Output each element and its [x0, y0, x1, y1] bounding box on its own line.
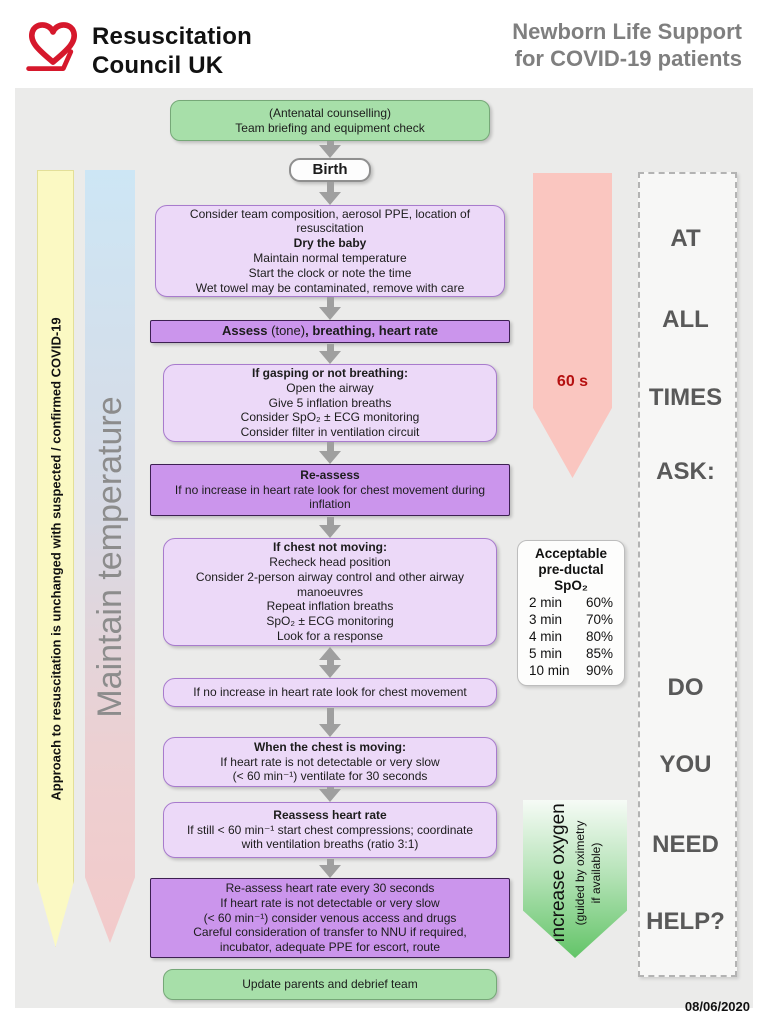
- chest-moving-box: When the chest is moving: If heart rate …: [163, 737, 497, 787]
- assess-seg-3: , breathing, heart rate: [305, 323, 439, 339]
- page-title: Newborn Life Support for COVID-19 patien…: [512, 18, 742, 72]
- connector-arrow: [319, 141, 341, 158]
- reassess-heart-rate-text: If still < 60 min⁻¹ start chest compress…: [186, 822, 474, 852]
- connector-arrow: [319, 708, 341, 737]
- connector-arrow: [319, 517, 341, 538]
- ask-word-times: TIMES: [648, 384, 723, 411]
- re-assess-title: Re-assess: [300, 467, 360, 482]
- connector-arrow-double: [319, 647, 341, 678]
- brand-line-2: Council UK: [92, 52, 224, 79]
- spo2-row: 4 min 80%: [526, 628, 616, 645]
- ask-word-do: DO: [667, 674, 704, 701]
- ask-word-you: YOU: [659, 751, 712, 778]
- spo2-title-line-3: SpO₂: [554, 578, 588, 593]
- ask-word-help: HELP?: [646, 908, 725, 935]
- title-line-1: Newborn Life Support: [512, 19, 742, 44]
- preparation-box: Consider team composition, aerosol PPE, …: [155, 205, 505, 297]
- chest-not-moving-box: If chest not moving: Recheck head positi…: [163, 538, 497, 646]
- ask-word-need: NEED: [652, 831, 719, 858]
- spo2-time: 4 min: [529, 629, 563, 644]
- update-parents-box: Update parents and debrief team: [163, 969, 497, 1000]
- spo2-time: 2 min: [529, 595, 563, 610]
- re-assess-box: Re-assess If no increase in heart rate l…: [150, 464, 510, 516]
- title-line-2: for COVID-19 patients: [514, 46, 742, 71]
- acceptable-preductal-spo2-panel: Acceptable pre-ductal SpO₂ 2 min 60% 3 m…: [517, 540, 625, 686]
- spo2-time: 10 min: [529, 663, 570, 678]
- spo2-time: 5 min: [529, 646, 563, 661]
- spo2-row: 5 min 85%: [526, 645, 616, 662]
- approach-unchanged-rail: Approach to resuscitation is unchanged w…: [37, 170, 74, 947]
- assess-seg-2: (tone): [271, 323, 306, 339]
- connector-arrow: [319, 182, 341, 205]
- birth-node: Birth: [289, 158, 371, 182]
- final-actions-box: Re-assess heart rate every 30 seconds If …: [150, 878, 510, 958]
- brand-line-1: Resuscitation: [92, 23, 252, 50]
- spo2-row: 2 min 60%: [526, 594, 616, 611]
- spo2-title-line-1: Acceptable: [534, 546, 608, 561]
- preparation-text: Consider team composition, aerosol PPE, …: [189, 206, 471, 295]
- assess-bar: Assess (tone), breathing, heart rate: [150, 320, 510, 343]
- assess-text: Assess (tone), breathing, heart rate: [221, 323, 439, 339]
- approach-unchanged-label: Approach to resuscitation is unchanged w…: [48, 316, 63, 801]
- antenatal-counselling-text: (Antenatal counselling) Team briefing and…: [235, 105, 425, 135]
- spo2-value: 80%: [585, 629, 613, 644]
- spo2-time: 3 min: [529, 612, 563, 627]
- no-increase-text: If no increase in heart rate look for ch…: [193, 685, 467, 700]
- chest-not-moving-text: Recheck head position Consider 2-person a…: [195, 555, 465, 643]
- at-all-times-ask-panel: [638, 172, 737, 977]
- reassess-heart-rate-title: Reassess heart rate: [273, 807, 387, 822]
- connector-arrow: [319, 442, 341, 464]
- sixty-seconds-arrow: 60 s: [533, 173, 612, 478]
- ask-word-ask: ASK:: [656, 458, 715, 485]
- header: Resuscitation Council UK Newborn Life Su…: [0, 0, 768, 88]
- spo2-row: 3 min 70%: [526, 611, 616, 628]
- maintain-temperature-rail: Maintain temperature: [85, 170, 135, 943]
- increase-oxygen-line-1: Increase oxygen: [547, 802, 569, 943]
- spo2-row: 10 min 90%: [526, 662, 616, 679]
- final-actions-text: Re-assess heart rate every 30 seconds If …: [193, 881, 467, 955]
- resuscitation-council-heart-icon: [26, 22, 78, 71]
- connector-arrow: [319, 344, 341, 364]
- revision-date: 08/06/2020: [684, 999, 750, 1014]
- sixty-seconds-label: 60 s: [556, 373, 589, 390]
- antenatal-counselling-box: (Antenatal counselling) Team briefing and…: [170, 100, 490, 141]
- connector-arrow: [319, 787, 341, 802]
- reassess-heart-rate-box: Reassess heart rate If still < 60 min⁻¹ …: [163, 802, 497, 858]
- increase-oxygen-line-2: (guided by oximetry: [572, 820, 587, 926]
- spo2-value: 60%: [585, 595, 613, 610]
- re-assess-text: If no increase in heart rate look for ch…: [174, 482, 486, 512]
- ask-word-all: ALL: [662, 306, 709, 333]
- spo2-value: 85%: [585, 646, 613, 661]
- chest-moving-text: If heart rate is not detectable or very …: [220, 754, 440, 784]
- assess-seg-1: Assess: [221, 323, 272, 339]
- spo2-value: 90%: [585, 663, 613, 678]
- increase-oxygen-line-3: if available): [588, 842, 603, 904]
- gasping-title: If gasping or not breathing:: [252, 366, 408, 380]
- gasping-text: Open the airway Give 5 inflation breaths C…: [240, 380, 420, 440]
- no-increase-box: If no increase in heart rate look for ch…: [163, 678, 497, 707]
- brand-name: Resuscitation Council UK: [92, 22, 252, 80]
- birth-label: Birth: [312, 160, 348, 178]
- connector-arrow: [319, 859, 341, 878]
- gasping-not-breathing-box: If gasping or not breathing: Open the ai…: [163, 364, 497, 442]
- spo2-title-line-2: pre-ductal: [538, 562, 604, 577]
- chest-not-moving-title: If chest not moving:: [273, 540, 387, 555]
- chest-moving-title: When the chest is moving:: [253, 739, 406, 754]
- ask-word-at: AT: [670, 225, 701, 252]
- update-parents-text: Update parents and debrief team: [242, 977, 418, 992]
- maintain-temperature-label: Maintain temperature: [90, 395, 129, 718]
- spo2-value: 70%: [585, 612, 613, 627]
- connector-arrow: [319, 297, 341, 320]
- spo2-title: Acceptable pre-ductal SpO₂: [526, 546, 616, 594]
